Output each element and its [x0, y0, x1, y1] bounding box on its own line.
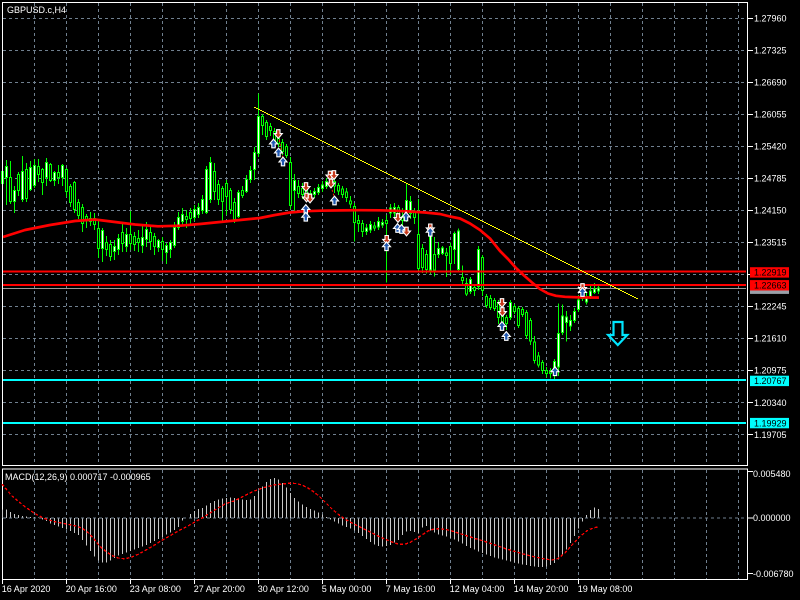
svg-text:1.19929: 1.19929 [754, 418, 787, 428]
svg-text:30 Apr 12:00: 30 Apr 12:00 [258, 584, 309, 594]
svg-text:7 May 16:00: 7 May 16:00 [386, 584, 436, 594]
svg-text:1.22245: 1.22245 [754, 302, 787, 312]
svg-text:1.26690: 1.26690 [754, 78, 787, 88]
svg-text:1.22663: 1.22663 [754, 281, 787, 291]
svg-text:0.000000: 0.000000 [753, 513, 791, 523]
svg-text:16 Apr 2020: 16 Apr 2020 [2, 584, 51, 594]
svg-text:19 May 08:00: 19 May 08:00 [578, 584, 633, 594]
svg-text:GBPUSD.c,H4: GBPUSD.c,H4 [7, 5, 66, 15]
svg-text:1.26055: 1.26055 [754, 110, 787, 120]
svg-text:27 Apr 20:00: 27 Apr 20:00 [194, 584, 245, 594]
svg-text:1.19705: 1.19705 [754, 430, 787, 440]
svg-text:1.20975: 1.20975 [754, 366, 787, 376]
svg-text:1.24785: 1.24785 [754, 174, 787, 184]
svg-text:1.27325: 1.27325 [754, 46, 787, 56]
svg-text:1.20767: 1.20767 [754, 376, 787, 386]
svg-text:0.005480: 0.005480 [753, 469, 791, 479]
svg-text:-0.006780: -0.006780 [753, 569, 794, 579]
svg-text:MACD(12,26,9) 0.000717 -0.0009: MACD(12,26,9) 0.000717 -0.000965 [5, 472, 151, 482]
svg-text:1.24150: 1.24150 [754, 206, 787, 216]
svg-text:5 May 00:00: 5 May 00:00 [322, 584, 372, 594]
svg-text:1.25420: 1.25420 [754, 142, 787, 152]
svg-text:1.20340: 1.20340 [754, 398, 787, 408]
svg-text:23 Apr 08:00: 23 Apr 08:00 [130, 584, 181, 594]
svg-text:20 Apr 16:00: 20 Apr 16:00 [66, 584, 117, 594]
svg-text:1.21610: 1.21610 [754, 334, 787, 344]
svg-text:12 May 04:00: 12 May 04:00 [450, 584, 505, 594]
svg-text:14 May 20:00: 14 May 20:00 [514, 584, 569, 594]
svg-text:1.27960: 1.27960 [754, 14, 787, 24]
svg-text:1.23515: 1.23515 [754, 238, 787, 248]
svg-text:1.22919: 1.22919 [754, 268, 787, 278]
